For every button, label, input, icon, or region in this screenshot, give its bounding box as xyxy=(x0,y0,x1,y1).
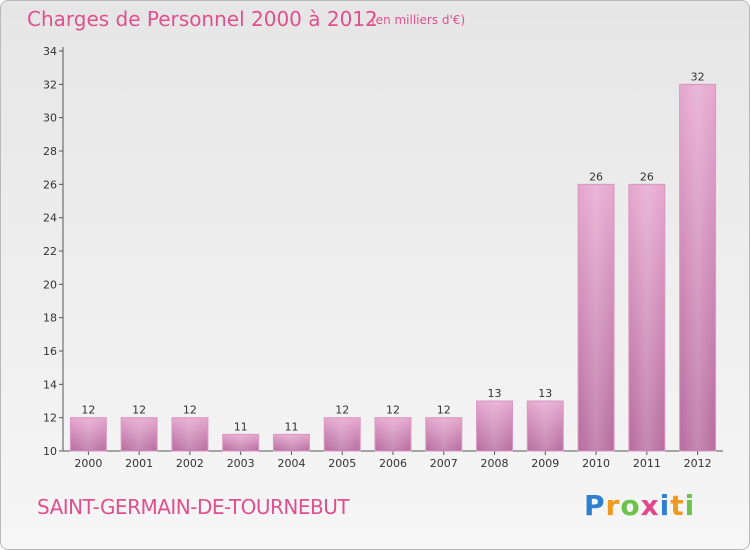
logo-letter: r xyxy=(605,489,621,522)
x-tick-label: 2010 xyxy=(582,457,610,470)
bar-highlight xyxy=(478,402,511,450)
bar-highlight xyxy=(681,85,714,450)
x-tick-label: 2008 xyxy=(481,457,509,470)
y-tick-label: 26 xyxy=(43,178,57,191)
data-label: 12 xyxy=(386,404,400,417)
bar-highlight xyxy=(123,418,156,450)
bar-highlight xyxy=(224,435,257,450)
y-tick-label: 12 xyxy=(43,412,57,425)
x-tick-label: 2003 xyxy=(227,457,255,470)
commune-name: SAINT-GERMAIN-DE-TOURNEBUT xyxy=(37,495,350,519)
y-tick-label: 30 xyxy=(43,112,57,125)
y-tick-label: 22 xyxy=(43,245,57,258)
x-tick-label: 2000 xyxy=(74,457,102,470)
data-label: 32 xyxy=(691,70,705,83)
bar-highlight xyxy=(580,185,613,451)
bar-highlight xyxy=(630,185,663,451)
data-label: 13 xyxy=(488,387,502,400)
data-label: 13 xyxy=(538,387,552,400)
logo-letter: t xyxy=(670,489,685,522)
bar-highlight xyxy=(529,402,562,450)
x-tick-label: 2005 xyxy=(328,457,356,470)
data-label: 12 xyxy=(132,404,146,417)
data-label: 11 xyxy=(284,420,298,433)
data-label: 12 xyxy=(81,404,95,417)
chart-subtitle: (en milliers d'€) xyxy=(371,13,466,27)
x-tick-label: 2002 xyxy=(176,457,204,470)
y-tick-label: 28 xyxy=(43,145,57,158)
data-label: 11 xyxy=(234,420,248,433)
y-tick-label: 32 xyxy=(43,78,57,91)
data-label: 12 xyxy=(183,404,197,417)
logo-letter: o xyxy=(620,489,641,522)
y-tick-label: 34 xyxy=(43,45,57,58)
y-tick-label: 10 xyxy=(43,445,57,458)
proxiti-logo[interactable]: Proxiti xyxy=(584,489,695,522)
bar-highlight xyxy=(377,418,409,450)
y-tick-label: 18 xyxy=(43,312,57,325)
data-label: 26 xyxy=(640,170,654,183)
logo-letter: i xyxy=(684,489,696,522)
x-tick-label: 2012 xyxy=(684,457,712,470)
bar-highlight xyxy=(427,418,460,450)
data-label: 12 xyxy=(437,404,451,417)
data-label: 12 xyxy=(335,404,349,417)
y-tick-label: 24 xyxy=(43,212,57,225)
bar-highlight xyxy=(173,418,206,450)
y-tick-label: 14 xyxy=(43,378,57,391)
logo-letter: x xyxy=(640,489,660,522)
y-tick-label: 16 xyxy=(43,345,57,358)
x-tick-label: 2004 xyxy=(277,457,305,470)
x-tick-label: 2009 xyxy=(531,457,559,470)
bar-highlight xyxy=(72,418,105,450)
x-tick-label: 2001 xyxy=(125,457,153,470)
x-tick-label: 2011 xyxy=(633,457,661,470)
logo-letter: P xyxy=(584,489,606,522)
logo-letter: i xyxy=(659,489,671,522)
x-tick-label: 2006 xyxy=(379,457,407,470)
chart-title: Charges de Personnel 2000 à 2012 xyxy=(27,7,378,31)
bar-highlight xyxy=(275,435,308,450)
x-tick-label: 2007 xyxy=(430,457,458,470)
bar-highlight xyxy=(326,418,359,450)
y-tick-label: 20 xyxy=(43,278,57,291)
data-label: 26 xyxy=(589,170,603,183)
